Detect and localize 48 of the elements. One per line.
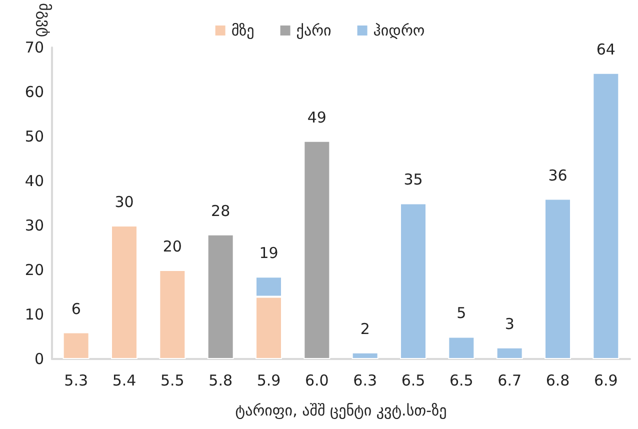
total-label: 30 xyxy=(114,192,134,211)
x-tick-label: 6.9 xyxy=(594,372,618,390)
x-tick-label: 5.4 xyxy=(112,372,136,390)
total-label: 2 xyxy=(360,320,370,338)
bar xyxy=(304,140,330,359)
x-tick-label: 5.8 xyxy=(208,372,233,390)
bar xyxy=(62,332,90,359)
y-tick-label: 30 xyxy=(24,216,44,234)
y-tick-label: 50 xyxy=(24,127,44,146)
bar xyxy=(111,225,138,359)
bar xyxy=(592,72,620,359)
legend-label: ჰიდრო xyxy=(373,22,425,40)
total-label: 28 xyxy=(211,202,230,220)
total-label: 64 xyxy=(596,40,616,58)
y-tick-label: 20 xyxy=(24,260,44,279)
total-label: 36 xyxy=(548,166,568,184)
x-tick-label: 6.7 xyxy=(498,372,522,390)
total-label: 20 xyxy=(162,237,182,256)
x-tick-label: 6.0 xyxy=(304,372,329,390)
y-tick-label: 60 xyxy=(24,82,44,101)
x-tick-label: 6.5 xyxy=(449,372,474,390)
bar xyxy=(400,203,426,359)
bar xyxy=(352,352,378,359)
total-label: 19 xyxy=(259,244,278,262)
total-label: 49 xyxy=(307,108,326,126)
total-label: 3 xyxy=(504,314,514,333)
y-tick-label: 10 xyxy=(24,305,44,324)
bar xyxy=(159,270,186,359)
legend-label: ქარი xyxy=(296,22,332,40)
bar xyxy=(544,198,571,359)
bar xyxy=(496,347,523,359)
total-label: 5 xyxy=(456,304,466,322)
total-label: 6 xyxy=(71,300,81,318)
x-tick-label: 6.3 xyxy=(353,372,378,390)
x-tick-label: 5.9 xyxy=(256,372,281,390)
x-axis-title: ტარიფი, აშშ ცენტი კვტ.სთ-ზე xyxy=(235,402,447,420)
bar xyxy=(207,234,234,359)
x-tick-label: 5.5 xyxy=(160,372,184,390)
y-tick-label: 70 xyxy=(24,38,44,56)
x-tick-label: 6.5 xyxy=(401,372,426,390)
y-tick-label: 40 xyxy=(24,172,44,190)
total-label: 35 xyxy=(404,170,423,189)
y-axis-title: მგვტ xyxy=(36,3,54,38)
x-tick-label: 5.3 xyxy=(64,372,88,390)
bar xyxy=(448,336,475,359)
legend-label: მზე xyxy=(231,22,254,40)
x-tick-label: 6.8 xyxy=(546,372,570,390)
y-tick-label: 0 xyxy=(34,350,44,368)
